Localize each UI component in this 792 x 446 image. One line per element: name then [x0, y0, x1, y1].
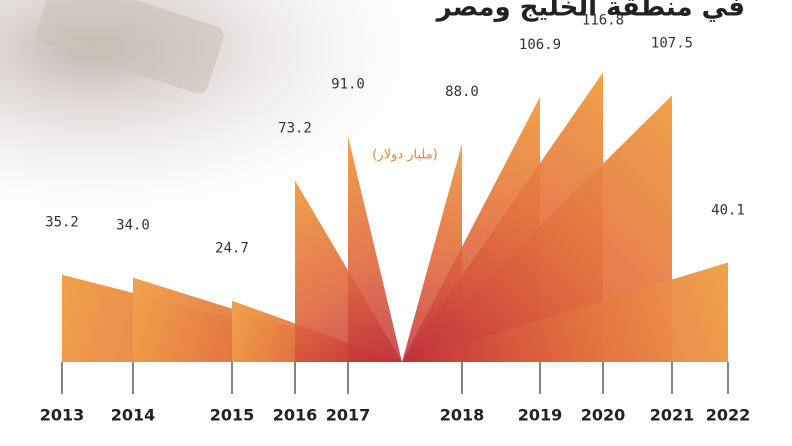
value-label: 35.2 [45, 215, 79, 231]
value-label: 40.1 [711, 203, 745, 219]
chart-title: في منطقة الخليج ومصر [435, 0, 745, 23]
banknotes [36, 0, 224, 94]
x-tick-label: 2013 [40, 406, 85, 425]
value-label: 116.8 [582, 12, 624, 28]
value-label: 91.0 [331, 76, 365, 92]
fan-segment [295, 180, 402, 362]
x-tick-label: 2022 [706, 406, 751, 425]
unit-label: (مليار دولار) [372, 148, 437, 163]
x-tick-label: 2014 [111, 406, 156, 425]
value-label: 24.7 [215, 241, 249, 257]
x-tick-label: 2019 [518, 406, 563, 425]
x-tick-label: 2021 [650, 406, 695, 425]
x-tick-label: 2017 [326, 406, 371, 425]
value-label: 107.5 [651, 35, 693, 51]
fan-segment [402, 262, 728, 362]
x-tick-label: 2016 [273, 406, 318, 425]
x-tick-label: 2018 [440, 406, 485, 425]
value-label: 88.0 [445, 84, 479, 100]
x-tick-label: 2015 [210, 406, 255, 425]
fan-segment [402, 95, 672, 363]
value-label: 34.0 [116, 218, 150, 234]
x-tick-label: 2020 [581, 406, 626, 425]
fan-segment [348, 136, 402, 362]
value-label: 106.9 [519, 37, 561, 53]
value-label: 73.2 [278, 120, 312, 136]
